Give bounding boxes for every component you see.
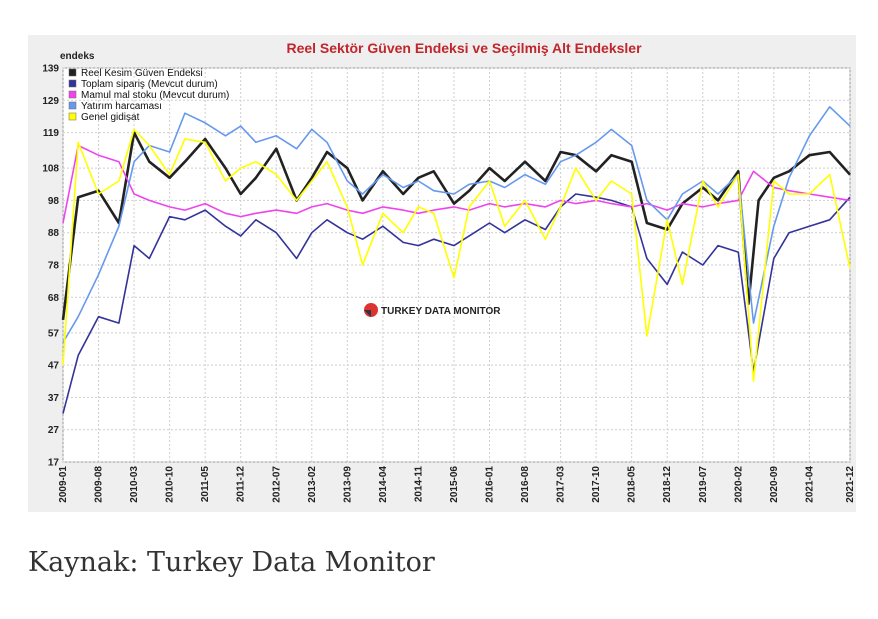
x-tick-label: 2014-04 bbox=[378, 466, 389, 503]
legend-label-3: Mamul mal stoku (Mevcut durum) bbox=[81, 90, 229, 101]
x-tick-label: 2016-01 bbox=[485, 466, 496, 503]
chart-panel: Reel Sektör Güven Endeksi ve Seçilmiş Al… bbox=[28, 35, 856, 512]
x-tick-label: 2020-09 bbox=[769, 466, 780, 503]
x-tick-label: 2009-01 bbox=[58, 466, 69, 503]
legend-label-1: Reel Kesim Güven Endeksi bbox=[81, 68, 203, 79]
series-line-2 bbox=[62, 193, 851, 414]
legend-swatch-1 bbox=[68, 68, 77, 77]
x-tick-label: 2015-06 bbox=[449, 466, 460, 503]
y-axis-label: endeks bbox=[60, 51, 95, 62]
y-tick-label: 139 bbox=[42, 64, 59, 75]
watermark-text: TURKEY DATA MONITOR bbox=[381, 306, 501, 317]
x-tick-label: 2019-07 bbox=[698, 466, 709, 503]
x-tick-label: 2017-10 bbox=[591, 466, 602, 503]
y-tick-label: 37 bbox=[48, 393, 60, 404]
x-tick-label: 2013-09 bbox=[342, 466, 353, 503]
series-line-3 bbox=[62, 144, 851, 224]
watermark-logo-shape bbox=[364, 310, 371, 317]
line-chart: Reel Sektör Güven Endeksi ve Seçilmiş Al… bbox=[42, 40, 856, 503]
y-tick-label: 78 bbox=[48, 261, 60, 272]
x-tick-label: 2011-05 bbox=[200, 466, 211, 503]
x-tick-label: 2018-12 bbox=[662, 466, 673, 503]
legend-label-4: Yatırım harcaması bbox=[81, 101, 162, 112]
x-tick-label: 2017-03 bbox=[556, 466, 567, 503]
x-tick-label: 2021-04 bbox=[804, 466, 815, 503]
legend-swatch-2 bbox=[68, 79, 77, 88]
x-tick-label: 2014-11 bbox=[413, 466, 424, 503]
legend-swatch-3 bbox=[68, 90, 77, 99]
x-tick-label: 2010-10 bbox=[165, 466, 176, 503]
series-line-5 bbox=[62, 128, 851, 383]
y-tick-label: 27 bbox=[48, 425, 60, 436]
x-tick-label: 2011-12 bbox=[236, 466, 247, 503]
y-tick-label: 129 bbox=[42, 96, 59, 107]
x-tick-label: 2012-07 bbox=[271, 466, 282, 503]
source-caption: Kaynak: Turkey Data Monitor bbox=[28, 547, 435, 578]
legend-label-5: Genel gidişat bbox=[81, 112, 140, 123]
y-tick-label: 68 bbox=[48, 293, 60, 304]
y-tick-label: 98 bbox=[48, 196, 60, 207]
x-tick-label: 2018-05 bbox=[627, 466, 638, 503]
y-tick-label: 47 bbox=[48, 361, 60, 372]
y-tick-label: 119 bbox=[43, 128, 60, 139]
x-tick-label: 2009-08 bbox=[94, 466, 105, 503]
x-tick-label: 2021-12 bbox=[845, 466, 856, 503]
y-tick-label: 57 bbox=[48, 328, 60, 339]
y-tick-label: 88 bbox=[48, 228, 60, 239]
plot-area: 17 27 37 47 57 68 78 88 98 108 119 129 139 2009-01 200… bbox=[42, 64, 856, 503]
y-tick-label: 17 bbox=[48, 458, 60, 469]
chart-title: Reel Sektör Güven Endeksi ve Seçilmiş Al… bbox=[286, 40, 642, 56]
x-tick-label: 2010-03 bbox=[129, 466, 140, 503]
x-tick-label: 2013-02 bbox=[307, 466, 318, 503]
y-tick-label: 108 bbox=[42, 164, 59, 175]
legend-label-2: Toplam sipariş (Mevcut durum) bbox=[81, 79, 218, 90]
x-tick-label: 2016-08 bbox=[520, 466, 531, 503]
x-tick-label: 2020-02 bbox=[733, 466, 744, 503]
legend-swatch-4 bbox=[68, 101, 77, 110]
series-line-4 bbox=[62, 106, 851, 343]
legend-swatch-5 bbox=[68, 112, 77, 121]
series-line-1 bbox=[61, 131, 851, 321]
